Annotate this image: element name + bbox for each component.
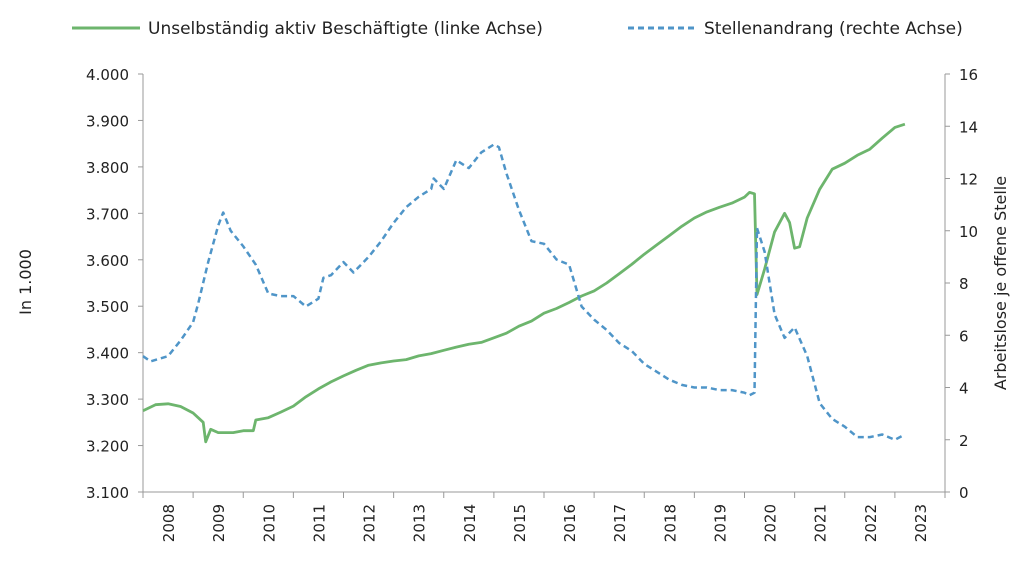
right-axis-ticks: 0 2 4 6 8 10 12 14 16 <box>945 66 978 502</box>
left-axis-ticks: 3.100 3.200 3.300 3.400 3.500 3.600 3.700 3.800… <box>86 66 143 502</box>
right-tick-label: 10 <box>959 223 978 241</box>
legend-label-employed: Unselbständig aktiv Beschäftigte (linke … <box>148 19 543 39</box>
left-tick-label: 3.700 <box>86 205 129 223</box>
right-tick-label: 16 <box>959 66 978 84</box>
legend: Unselbständig aktiv Beschäftigte (linke … <box>72 19 963 39</box>
left-tick-label: 3.500 <box>86 298 129 316</box>
series-line-employed <box>142 122 906 444</box>
x-tick-label: 2009 <box>210 504 228 542</box>
x-tick-label: 2013 <box>411 504 429 542</box>
series-line-job-seekers <box>142 143 906 442</box>
right-tick-label: 8 <box>959 275 969 293</box>
series-lines <box>142 122 906 444</box>
x-tick-label: 2020 <box>762 504 780 542</box>
right-tick-label: 12 <box>959 171 978 189</box>
right-axis-title: Arbeitslose je offene Stelle <box>991 176 1010 390</box>
x-tick-label: 2018 <box>661 504 679 542</box>
left-tick-label: 3.100 <box>86 484 129 502</box>
x-tick-label: 2008 <box>160 504 178 542</box>
left-tick-label: 3.300 <box>86 391 129 409</box>
right-tick-label: 4 <box>959 380 969 398</box>
x-tick-label: 2021 <box>812 504 830 542</box>
left-tick-label: 3.200 <box>86 438 129 456</box>
x-tick-label: 2022 <box>862 504 880 542</box>
left-axis-title: In 1.000 <box>16 249 35 315</box>
x-tick-label: 2015 <box>511 504 529 542</box>
x-tick-label: 2011 <box>310 504 328 542</box>
x-tick-label: 2023 <box>912 504 930 542</box>
right-tick-label: 2 <box>959 432 969 450</box>
x-tick-label: 2012 <box>361 504 379 542</box>
left-tick-label: 3.900 <box>86 112 129 130</box>
x-tick-label: 2016 <box>561 504 579 542</box>
legend-label-job-seekers: Stellenandrang (rechte Achse) <box>704 19 963 39</box>
x-tick-label: 2019 <box>711 504 729 542</box>
right-tick-label: 6 <box>959 327 969 345</box>
right-tick-label: 0 <box>959 484 969 502</box>
left-tick-label: 3.400 <box>86 345 129 363</box>
left-tick-label: 4.000 <box>86 66 129 84</box>
x-tick-label: 2014 <box>461 504 479 542</box>
left-tick-label: 3.600 <box>86 252 129 270</box>
x-tick-label: 2017 <box>611 504 629 542</box>
x-tick-label: 2010 <box>260 504 278 542</box>
left-tick-label: 3.800 <box>86 159 129 177</box>
right-tick-label: 14 <box>959 118 978 136</box>
x-axis-ticks: 2008 2009 2010 2011 2012 2013 2014 2015 2016 2017… <box>142 492 946 542</box>
